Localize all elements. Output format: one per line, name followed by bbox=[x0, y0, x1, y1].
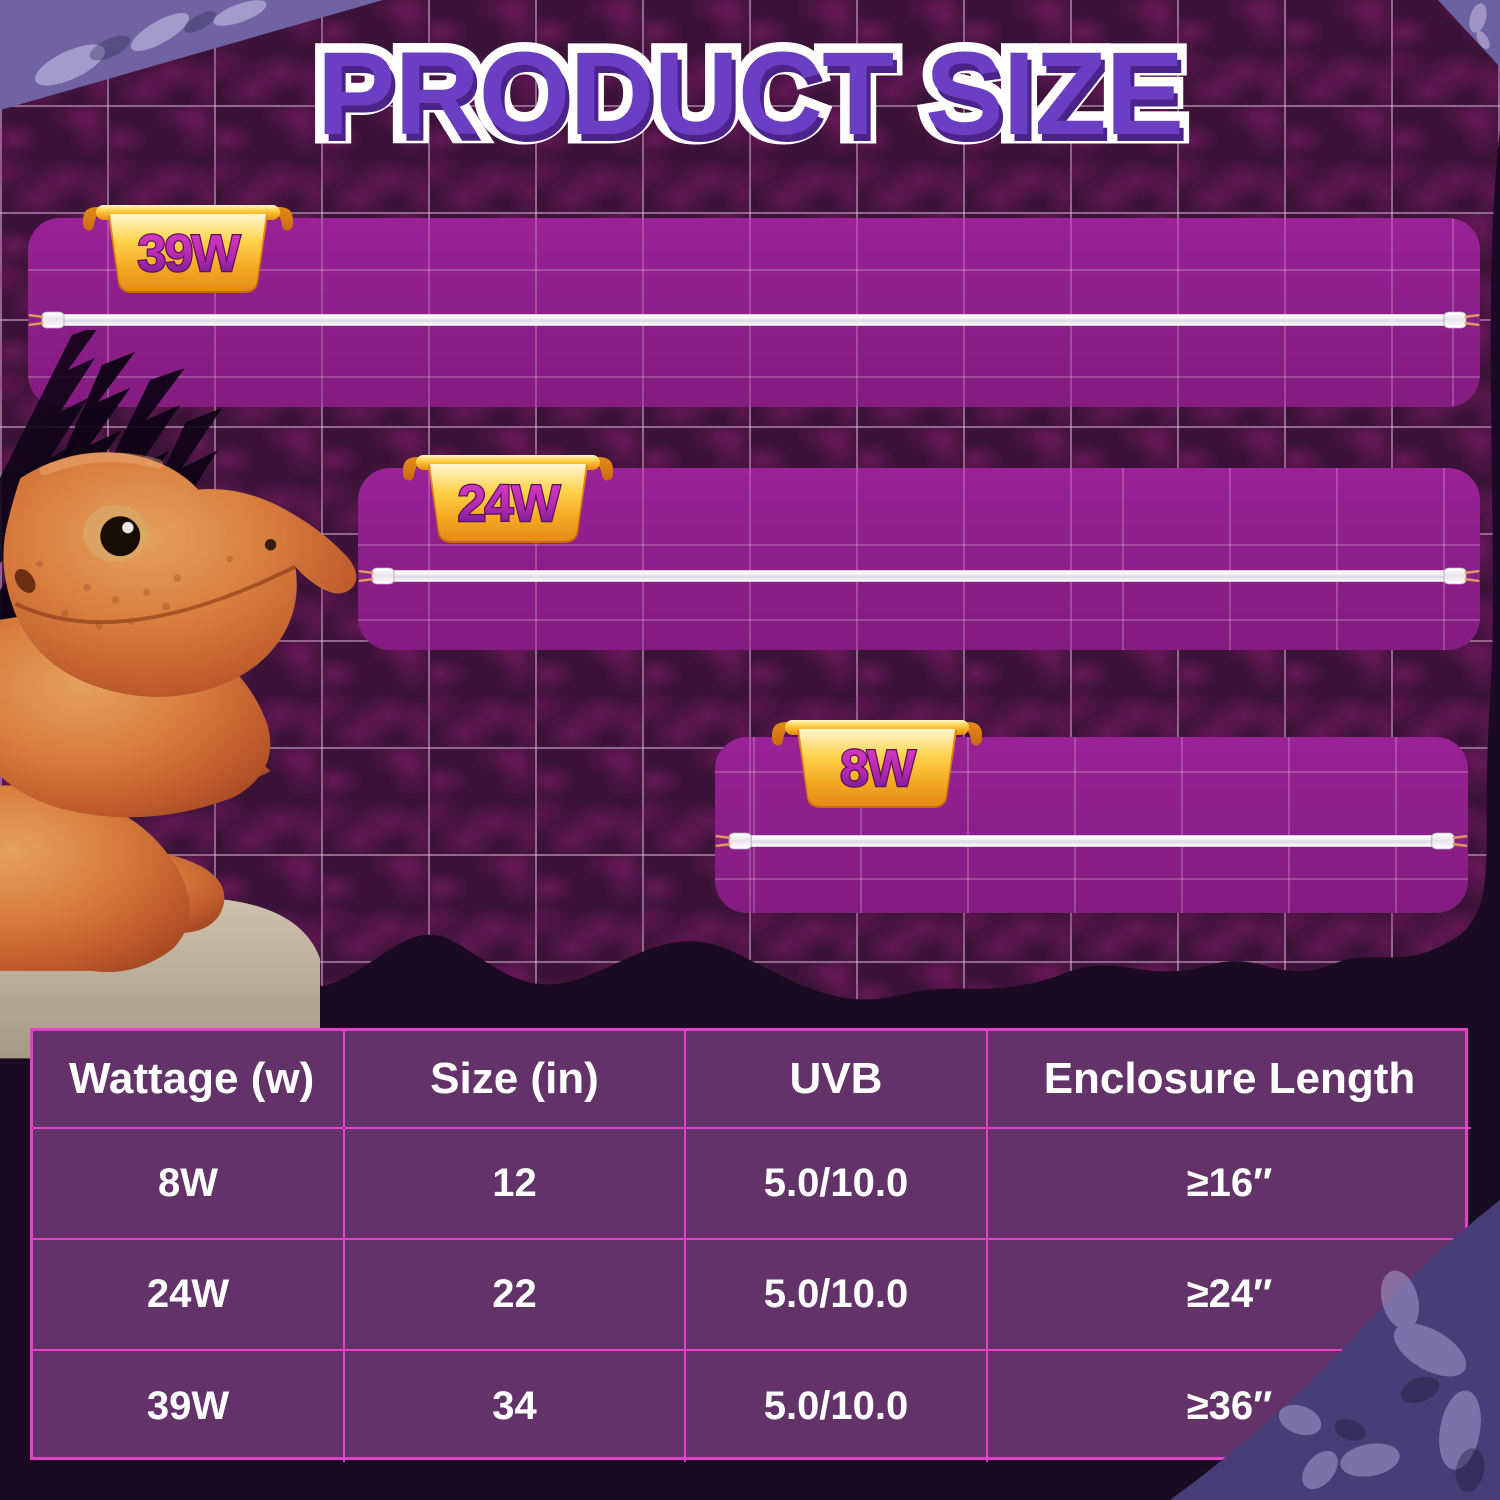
svg-text:39W: 39W bbox=[138, 225, 242, 283]
svg-text:8W: 8W bbox=[840, 740, 917, 798]
